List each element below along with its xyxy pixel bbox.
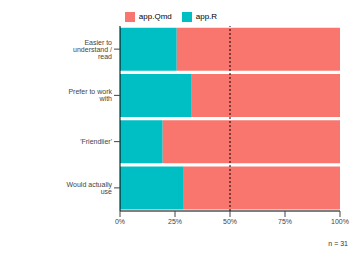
svg-text:Would actuallyuse: Would actuallyuse xyxy=(67,181,113,195)
html-text:n = 31: n = 31 xyxy=(328,240,348,247)
html-text:app.R: app.R xyxy=(195,12,218,22)
svg-text:0%: 0% xyxy=(115,218,125,225)
svg-text:25%: 25% xyxy=(168,218,182,225)
svg-text:'Friendlier': 'Friendlier' xyxy=(80,138,112,145)
svg-text:75%: 75% xyxy=(278,218,292,225)
svg-text:50%: 50% xyxy=(223,218,237,225)
svg-text:Prefer to workwith: Prefer to workwith xyxy=(68,88,112,102)
svg-text:100%: 100% xyxy=(331,218,349,225)
html-text:app.Qmd: app.Qmd xyxy=(138,12,172,22)
svg-text:Easier tounderstand /read: Easier tounderstand /read xyxy=(73,39,112,60)
